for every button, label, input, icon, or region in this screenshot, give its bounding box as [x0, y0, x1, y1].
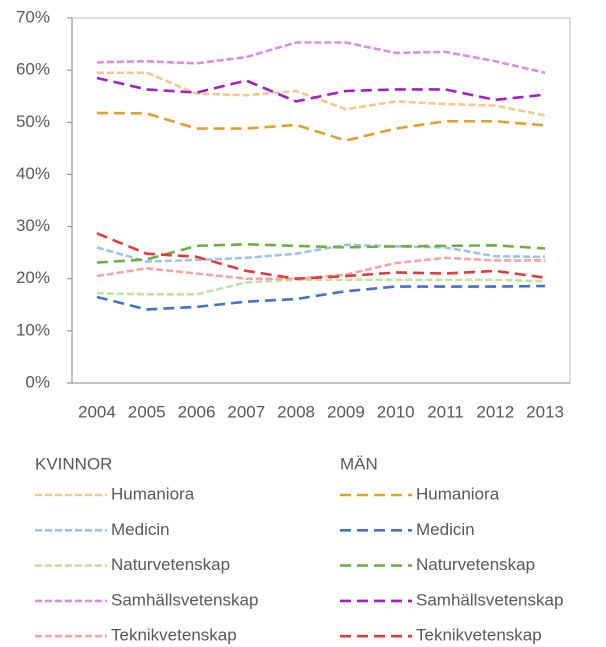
series-line	[96, 111, 546, 142]
legend-label: Humaniora	[416, 484, 500, 503]
x-tick-label: 2005	[128, 402, 166, 421]
x-tick-label: 2013	[526, 402, 564, 421]
series-line	[96, 41, 546, 75]
series-line	[96, 278, 546, 296]
x-tick-label: 2006	[178, 402, 216, 421]
legend-label: Humaniora	[111, 484, 195, 503]
y-tick-label: 60%	[16, 60, 50, 79]
legend-label: Samhällsvetenskap	[111, 590, 258, 609]
y-tick-label: 10%	[16, 320, 50, 339]
series-line	[96, 232, 546, 281]
series-line	[96, 71, 546, 117]
plot-frame	[71, 17, 571, 384]
legend-group-title: KVINNOR	[35, 454, 112, 473]
series-line	[96, 242, 546, 264]
x-tick-label: 2004	[78, 402, 116, 421]
series-line	[96, 284, 546, 311]
legend-label: Medicin	[416, 520, 475, 539]
legend-label: Teknikvetenskap	[416, 626, 542, 645]
x-tick-label: 2009	[327, 402, 365, 421]
y-tick-label: 50%	[16, 112, 50, 131]
y-tick-label: 20%	[16, 268, 50, 287]
x-tick-label: 2008	[277, 402, 315, 421]
legend-label: Medicin	[111, 520, 170, 539]
y-tick-label: 0%	[25, 372, 50, 391]
y-tick-label: 40%	[16, 164, 50, 183]
series-line	[96, 76, 546, 103]
legend-label: Naturvetenskap	[111, 555, 230, 574]
x-tick-label: 2010	[377, 402, 415, 421]
legend-label: Samhällsvetenskap	[416, 590, 563, 609]
legend-label: Teknikvetenskap	[111, 626, 237, 645]
y-tick-label: 70%	[16, 7, 50, 26]
x-tick-label: 2012	[476, 402, 514, 421]
series-line	[96, 256, 546, 281]
y-tick-label: 30%	[16, 216, 50, 235]
legend-label: Naturvetenskap	[416, 555, 535, 574]
legend-group-title: MÄN	[340, 454, 378, 473]
series-line	[96, 243, 546, 263]
x-tick-label: 2011	[427, 402, 464, 421]
x-tick-label: 2007	[227, 402, 265, 421]
